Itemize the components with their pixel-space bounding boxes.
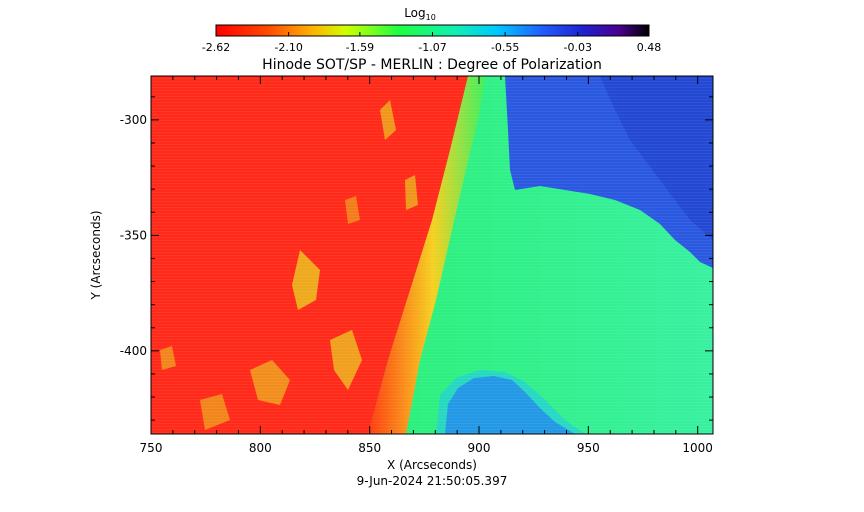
colorbar-ticks: -2.62 -2.10 -1.59 -1.07 -0.55 -0.03 0.48 bbox=[202, 32, 661, 54]
y-tick-label: -400 bbox=[120, 344, 147, 358]
x-tick-label: 750 bbox=[140, 441, 163, 455]
x-tick-label: 850 bbox=[358, 441, 381, 455]
y-axis-ticks: -300 -350 -400 bbox=[120, 96, 713, 421]
plot-frame bbox=[150, 75, 714, 435]
colorbar-tick-label: -1.59 bbox=[346, 41, 374, 54]
x-axis-label: X (Arcseconds) bbox=[387, 458, 477, 472]
colorbar-tick-label: -0.55 bbox=[491, 41, 519, 54]
y-tick-label: -300 bbox=[120, 113, 147, 127]
scan-stripes bbox=[151, 76, 713, 434]
x-tick-label: 800 bbox=[249, 441, 272, 455]
colorbar-tick-label: -2.10 bbox=[274, 41, 302, 54]
colorbar-tick-label: -1.07 bbox=[418, 41, 446, 54]
colorbar-tick-label: -0.03 bbox=[564, 41, 592, 54]
colorbar-label: Log10 bbox=[404, 6, 436, 22]
y-axis-label: Y (Arcseconds) bbox=[89, 210, 103, 300]
y-tick-label: -350 bbox=[120, 228, 147, 242]
x-tick-label: 900 bbox=[468, 441, 491, 455]
colorbar-tick-label: -2.62 bbox=[202, 41, 230, 54]
x-tick-label: 1000 bbox=[682, 441, 713, 455]
x-axis-ticks: 750 800 850 900 950 1000 bbox=[140, 76, 713, 455]
colorbar-tick-label: 0.48 bbox=[637, 41, 662, 54]
colorbar: Log10 -2.62 -2.10 -1.59 -1.07 -0.55 -0.03 0.48 bbox=[202, 6, 661, 54]
chart-title: Hinode SOT/SP - MERLIN : Degree of Polar… bbox=[262, 57, 602, 73]
heatmap-image bbox=[151, 76, 713, 434]
x-tick-label: 950 bbox=[577, 441, 600, 455]
timestamp: 9-Jun-2024 21:50:05.397 bbox=[357, 474, 508, 488]
